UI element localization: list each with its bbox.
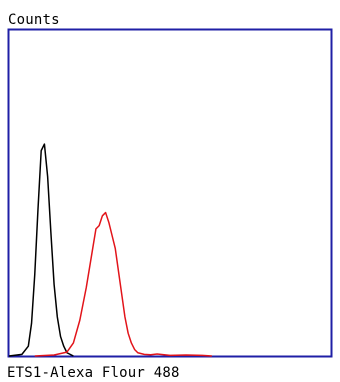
x-axis-label: ETS1-Alexa Flour 488 — [7, 365, 180, 381]
y-axis-label: Counts — [8, 12, 60, 28]
series-line-2 — [34, 211, 212, 357]
series-line-1 — [8, 143, 74, 357]
series-layer — [8, 143, 212, 357]
plot-frame — [7, 28, 333, 358]
